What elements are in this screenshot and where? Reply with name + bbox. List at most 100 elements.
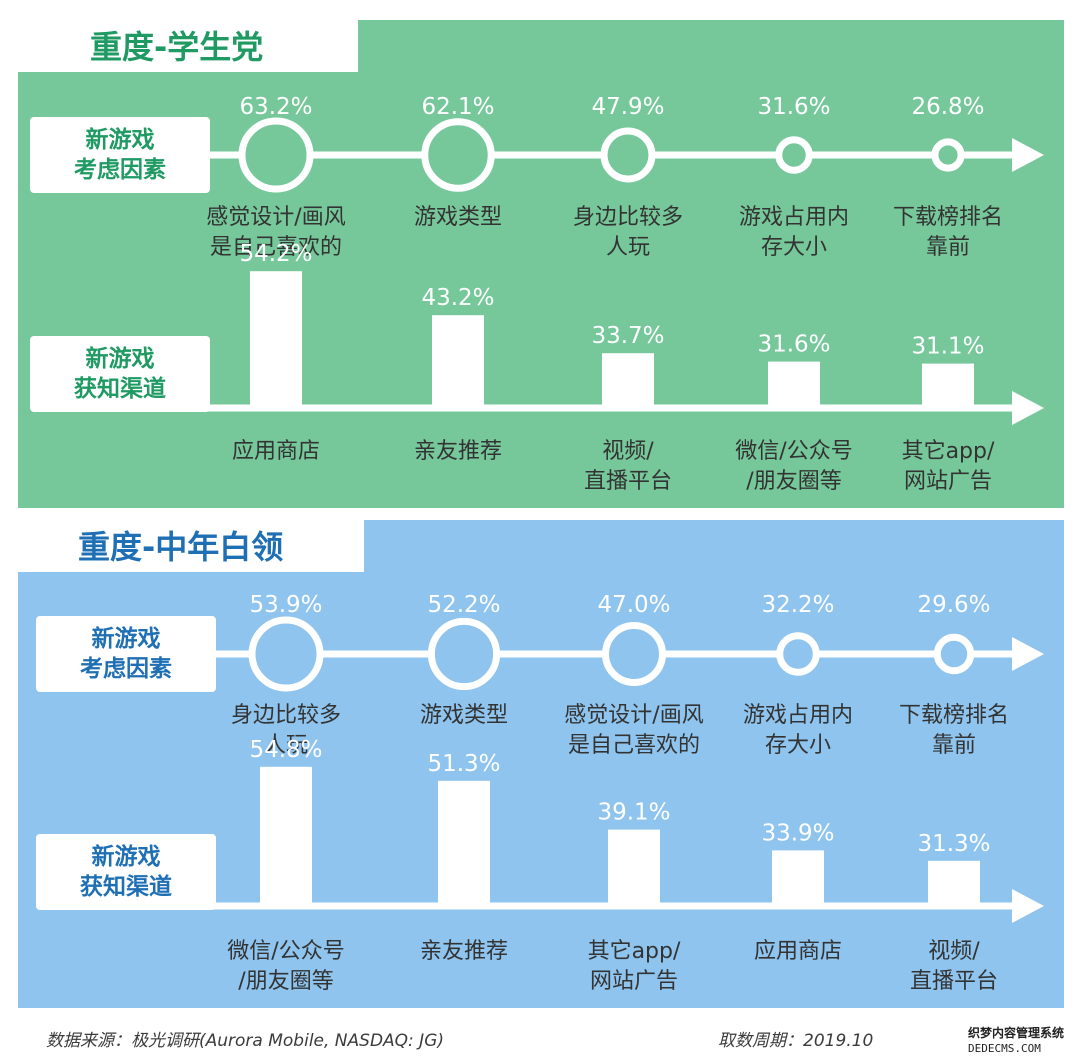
white-collar-channel-label-box: [36, 834, 216, 910]
white-collar-factor-label: 感觉设计/画风: [564, 703, 703, 728]
students-channel-bar: [432, 315, 484, 408]
white-collar-factor-label-text: 考虑因素: [80, 655, 172, 682]
white-collar-factor-bubble: [427, 617, 501, 691]
students-factor-bubble: [238, 117, 314, 193]
students-channel-label: 微信/公众号: [735, 439, 852, 464]
white-collar-channel-label: 微信/公众号: [227, 939, 344, 964]
white-collar-channel-bar: [928, 860, 980, 906]
students-channel-value: 31.6%: [757, 332, 830, 358]
white-collar-factor-value: 32.2%: [761, 592, 834, 618]
white-collar-channel-value: 54.8%: [249, 737, 322, 763]
students-channel-label: /朋友圈等: [746, 469, 841, 494]
students-channel-value: 31.1%: [911, 334, 984, 360]
students-factor-label: 靠前: [926, 235, 970, 260]
white-collar-channel-label: 应用商店: [754, 939, 842, 964]
students-chart: 重度-学生党新游戏考虑因素63.2%感觉设计/画风是自己喜欢的62.1%游戏类型…: [18, 20, 1064, 508]
panel-students: 重度-学生党 新游戏 考虑因素 63.2% 感觉设计/画风 是自己喜欢的 62.1% 游戏类型…: [18, 20, 1064, 508]
white-collar-factor-label-text: 新游戏: [92, 625, 161, 652]
white-collar-factor-value: 47.0%: [597, 592, 670, 618]
students-channel-label: 其它app/: [902, 439, 995, 464]
students-channel-value: 54.2%: [239, 241, 312, 267]
white-collar-channel-label-text: 获知渠道: [80, 873, 172, 900]
students-factor-axis-arrow: [1012, 138, 1044, 172]
white-collar-chart: 重度-中年白领新游戏考虑因素53.9%身边比较多人玩52.2%游戏类型47.0%…: [18, 520, 1064, 1008]
white-collar-factor-label: 人玩: [264, 733, 308, 758]
white-collar-factor-axis-arrow: [1012, 637, 1044, 671]
students-factor-bubble: [775, 136, 813, 174]
white-collar-channel-label-text: 新游戏: [92, 843, 161, 870]
white-collar-channel-bar: [608, 829, 660, 906]
students-channel-bar: [768, 361, 820, 408]
students-channel-bar: [922, 363, 974, 408]
watermark-en: DEDECMS.COM: [968, 1042, 1041, 1055]
white-collar-factor-bubble: [602, 622, 666, 686]
students-channel-label: 网站广告: [904, 469, 992, 494]
students-channel-label: 亲友推荐: [414, 439, 502, 464]
watermark-cn: 织梦内容管理系统: [968, 1026, 1065, 1040]
white-collar-factor-label: 下载榜排名: [899, 703, 1009, 728]
white-collar-factor-bubble: [933, 633, 975, 675]
white-collar-factor-label: 存大小: [765, 733, 831, 758]
students-title-tab: [18, 20, 358, 72]
students-factor-value: 47.9%: [591, 94, 664, 120]
students-channel-label-text: 获知渠道: [74, 375, 166, 402]
white-collar-channel-label: 视频/: [928, 939, 980, 964]
students-factor-label: 游戏占用内: [739, 205, 849, 230]
white-collar-panel-bg: [18, 520, 1064, 1008]
white-collar-factor-label: 游戏占用内: [743, 703, 853, 728]
white-collar-factor-value: 29.6%: [917, 592, 990, 618]
students-factor-bubble: [600, 127, 656, 183]
panel-white-collar: 重度-中年白领 新游戏 考虑因素 53.9% 身边比较多 人玩 52.2% 游戏类型 47.0%…: [18, 520, 1064, 1008]
students-factor-label: 是自己喜欢的: [210, 235, 342, 260]
white-collar-factor-label: 是自己喜欢的: [568, 733, 700, 758]
white-collar-channel-label: 直播平台: [910, 969, 998, 994]
white-collar-factor-value: 53.9%: [249, 592, 322, 618]
students-channel-label-box: [30, 336, 210, 412]
white-collar-channel-label: 网站广告: [590, 969, 678, 994]
students-channel-bar: [602, 353, 654, 408]
data-period: 取数周期：2019.10: [718, 1031, 874, 1051]
white-collar-channel-label: /朋友圈等: [238, 969, 333, 994]
data-source: 数据来源：极光调研(Aurora Mobile, NASDAQ: JG): [46, 1031, 444, 1051]
students-channel-label-text: 新游戏: [86, 345, 155, 372]
students-factor-label: 下载榜排名: [893, 205, 1003, 230]
white-collar-factor-bubble: [776, 632, 820, 676]
students-channel-bar: [250, 271, 302, 408]
white-collar-channel-value: 33.9%: [761, 820, 834, 846]
students-factor-label: 存大小: [761, 235, 827, 260]
students-factor-value: 31.6%: [757, 94, 830, 120]
white-collar-channel-value: 51.3%: [427, 751, 500, 777]
white-collar-title: 重度-中年白领: [78, 528, 283, 566]
white-collar-channel-label: 亲友推荐: [420, 939, 508, 964]
students-factor-bubble: [931, 138, 965, 172]
white-collar-title-tab: [18, 520, 364, 572]
white-collar-channel-bar: [438, 780, 490, 906]
students-factor-value: 26.8%: [911, 94, 984, 120]
white-collar-channel-bar: [260, 766, 312, 906]
students-factor-label-text: 新游戏: [86, 126, 155, 153]
students-factor-label: 感觉设计/画风: [206, 205, 345, 230]
students-factor-label: 游戏类型: [414, 205, 502, 230]
students-channel-label: 应用商店: [232, 439, 320, 464]
students-factor-label: 人玩: [606, 235, 650, 260]
students-channel-value: 43.2%: [421, 285, 494, 311]
students-channel-label: 视频/: [602, 439, 654, 464]
students-channel-label: 直播平台: [584, 469, 672, 494]
students-factor-label-text: 考虑因素: [74, 156, 166, 183]
students-panel-bg: [18, 20, 1064, 508]
white-collar-factor-label: 身边比较多: [231, 703, 341, 728]
white-collar-factor-label-box: [36, 616, 216, 692]
students-factor-value: 63.2%: [239, 94, 312, 120]
white-collar-channel-bar: [772, 850, 824, 906]
students-factor-value: 62.1%: [421, 94, 494, 120]
white-collar-channel-value: 39.1%: [597, 800, 670, 826]
students-channel-axis-arrow: [1012, 391, 1044, 425]
students-channel-value: 33.7%: [591, 323, 664, 349]
white-collar-channel-value: 31.3%: [917, 831, 990, 857]
students-factor-bubble: [421, 118, 495, 192]
white-collar-channel-label: 其它app/: [588, 939, 681, 964]
white-collar-factor-bubble: [248, 616, 324, 692]
students-title: 重度-学生党: [90, 28, 263, 66]
white-collar-channel-axis-arrow: [1012, 889, 1044, 923]
white-collar-factor-value: 52.2%: [427, 592, 500, 618]
